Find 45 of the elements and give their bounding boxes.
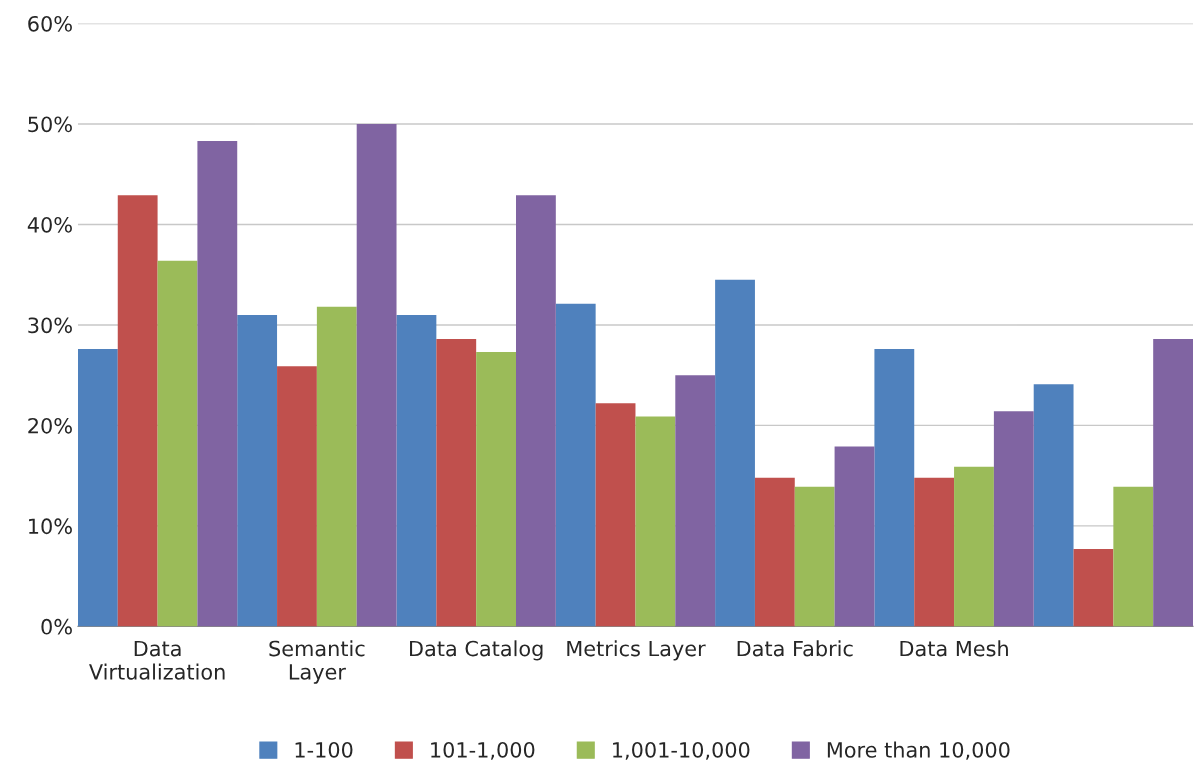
legend-label: 1-100 — [295, 741, 353, 758]
bar — [277, 366, 317, 627]
bar — [77, 349, 118, 627]
bar — [316, 306, 357, 627]
bar — [993, 411, 1034, 627]
bar — [157, 260, 198, 627]
x-tick-label: Metrics Layer — [567, 640, 706, 661]
y-tick-label: 40% — [27, 216, 72, 233]
x-tick-label: Data Mesh — [900, 640, 1008, 657]
bar — [834, 446, 875, 627]
x-tick-label: Data Virtualization — [89, 640, 225, 680]
bar — [914, 477, 955, 627]
y-tick-label: 60% — [28, 15, 72, 32]
bar — [635, 416, 676, 627]
y-tick-label: 0% — [41, 618, 72, 635]
bar — [237, 314, 278, 627]
legend-label: More than 10,000 — [827, 741, 1010, 760]
y-tick-label: 30% — [28, 317, 72, 334]
bar — [954, 466, 994, 627]
bar — [1073, 549, 1114, 627]
y-tick-label: 50% — [28, 116, 72, 133]
bar — [436, 339, 477, 627]
bar — [675, 375, 716, 627]
legend-label: 1,001-10,000 — [613, 741, 750, 760]
bar — [1113, 486, 1154, 627]
bar — [794, 486, 835, 627]
bar — [356, 123, 397, 627]
bar — [197, 141, 238, 627]
y-tick-label: 20% — [28, 417, 72, 434]
x-tick-label: Semantic Layer — [269, 640, 365, 684]
bar — [1153, 339, 1193, 627]
bar — [117, 195, 158, 627]
bar — [516, 195, 556, 627]
legend-label: 101-1,000 — [431, 741, 535, 760]
bar — [555, 303, 596, 627]
bar — [476, 352, 516, 627]
bar — [396, 314, 437, 627]
bar — [1033, 384, 1074, 627]
bar — [595, 403, 636, 627]
x-tick-label: Data Fabric — [737, 640, 853, 657]
x-tick-label: Data Catalog — [410, 640, 543, 661]
bar — [874, 349, 915, 627]
y-tick-label: 10% — [29, 518, 72, 535]
bar — [715, 279, 755, 627]
bar — [754, 477, 795, 627]
